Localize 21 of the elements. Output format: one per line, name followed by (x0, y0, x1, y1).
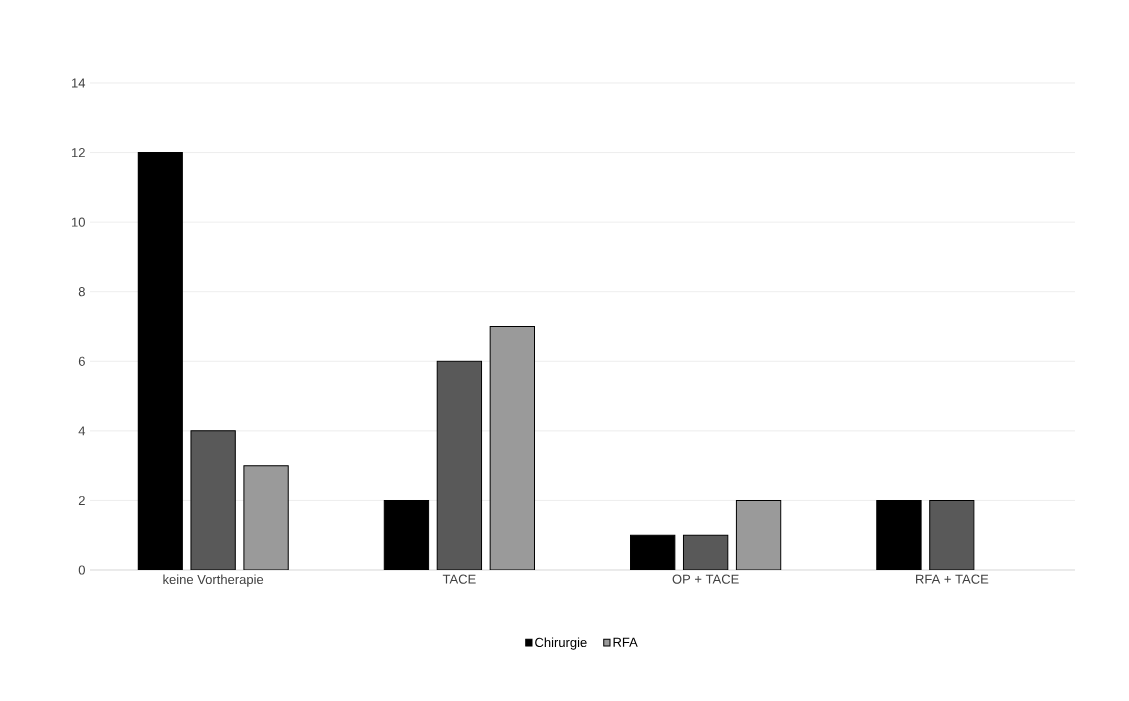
legend-label: Chirurgie (535, 637, 587, 650)
bar (243, 465, 289, 570)
y-tick-label: 8 (78, 287, 85, 297)
bar (489, 326, 535, 570)
y-tick-label: 2 (78, 495, 85, 505)
y-tick-label: 4 (78, 426, 86, 436)
bar (929, 499, 975, 570)
bar (735, 499, 782, 570)
y-tick-label: 14 (72, 78, 86, 88)
legend-label: RFA (613, 637, 638, 647)
x-tick-label: TACE (442, 574, 476, 584)
x-tick-label: keine Vortherapie (163, 574, 264, 587)
y-tick-label: 10 (72, 217, 85, 227)
bar (190, 430, 236, 570)
y-tick-label: 12 (72, 148, 85, 158)
bar (436, 360, 483, 570)
bar (682, 534, 729, 570)
y-tick-label: 0 (78, 565, 85, 575)
x-tick-label: OP + TACE (672, 574, 739, 584)
y-tick-label: 6 (78, 356, 85, 366)
x-tick-label: RFA + TACE (916, 574, 989, 584)
